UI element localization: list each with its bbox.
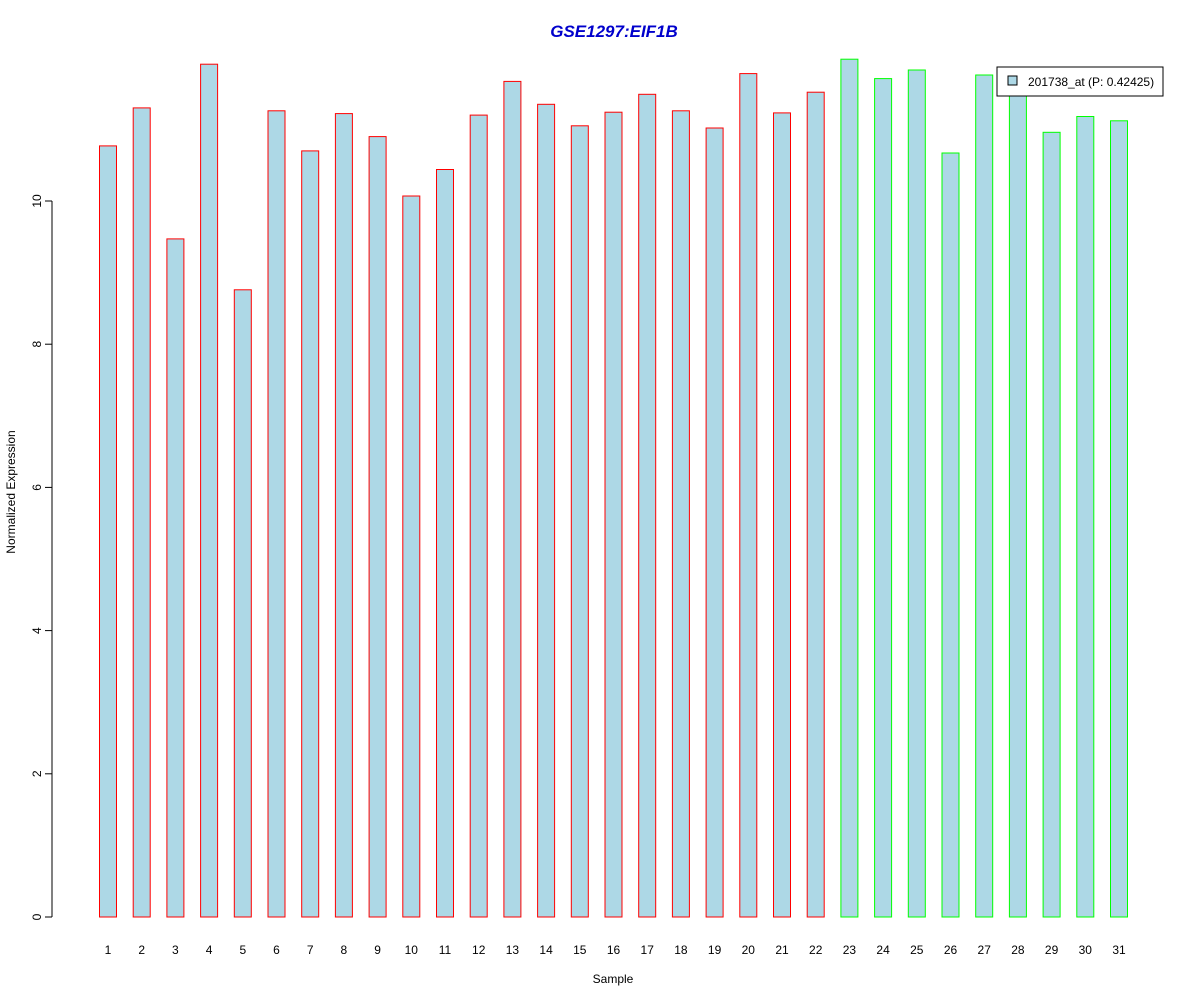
- bar-sample-25: [907, 69, 926, 918]
- bar-sample-19: [705, 127, 724, 918]
- x-tick-label: 22: [809, 943, 823, 957]
- legend-label: 201738_at (P: 0.42425): [1028, 75, 1154, 89]
- bar-sample-7: [301, 150, 320, 918]
- x-tick-label: 12: [472, 943, 486, 957]
- y-tick-label: 2: [30, 770, 44, 777]
- x-tick-label: 17: [641, 943, 655, 957]
- bar-sample-30: [1076, 116, 1095, 918]
- bar-sample-24: [874, 78, 893, 918]
- x-tick-label: 2: [138, 943, 145, 957]
- y-tick-label: 6: [30, 484, 44, 491]
- x-tick-label: 31: [1112, 943, 1126, 957]
- x-tick-label: 24: [876, 943, 890, 957]
- bar-sample-3: [166, 238, 185, 918]
- bar-sample-9: [368, 136, 387, 918]
- legend: 201738_at (P: 0.42425): [996, 66, 1164, 97]
- x-tick-label: 18: [674, 943, 688, 957]
- legend-swatch: [1007, 75, 1018, 86]
- x-tick-label: 8: [341, 943, 348, 957]
- x-tick-label: 7: [307, 943, 314, 957]
- legend-box: [996, 66, 1164, 97]
- bar-sample-13: [503, 80, 522, 918]
- x-tick-labels: 1 2 3 4 5 6 7 8 9 10 11 12 13 14 15 16 17 18 19 20 21 22 23 24 2…: [105, 943, 1126, 957]
- x-tick-label: 14: [539, 943, 553, 957]
- x-tick-label: 15: [573, 943, 587, 957]
- bar-sample-18: [671, 110, 690, 918]
- bar-sample-31: [1110, 120, 1128, 918]
- bar-sample-28: [1008, 87, 1027, 918]
- x-tick-label: 13: [506, 943, 520, 957]
- x-axis-label: Sample: [593, 972, 634, 986]
- x-tick-label: 11: [439, 943, 452, 957]
- y-axis: 0 2 4 6 8 10: [30, 194, 53, 920]
- y-tick-label: 0: [30, 913, 44, 920]
- bar-sample-4: [200, 63, 219, 918]
- chart-title: GSE1297:EIF1B: [550, 22, 678, 41]
- bar-sample-1: [99, 145, 117, 918]
- bar-sample-22: [806, 91, 825, 918]
- x-tick-label: 10: [405, 943, 419, 957]
- x-tick-label: 16: [607, 943, 621, 957]
- bar-sample-17: [638, 93, 657, 918]
- x-tick-label: 23: [843, 943, 857, 957]
- x-tick-label: 20: [742, 943, 756, 957]
- bar-sample-5: [233, 289, 252, 918]
- y-tick-label: 10: [30, 194, 44, 208]
- bar-sample-21: [773, 112, 791, 918]
- x-tick-label: 6: [273, 943, 280, 957]
- x-tick-label: 1: [105, 943, 112, 957]
- x-tick-label: 27: [978, 943, 992, 957]
- bar-sample-27: [975, 74, 994, 918]
- bar-sample-2: [132, 107, 151, 918]
- bars: [99, 58, 1128, 918]
- y-tick-label: 8: [30, 341, 44, 348]
- bar-sample-8: [334, 113, 353, 918]
- bar-sample-16: [604, 111, 623, 918]
- x-tick-label: 29: [1045, 943, 1059, 957]
- bar-sample-10: [402, 195, 421, 918]
- y-axis-label: Normalized Expression: [4, 430, 18, 553]
- x-tick-label: 9: [374, 943, 381, 957]
- x-tick-label: 30: [1079, 943, 1093, 957]
- x-tick-label: 21: [775, 943, 789, 957]
- x-tick-label: 5: [239, 943, 246, 957]
- x-tick-label: 26: [944, 943, 958, 957]
- x-tick-label: 28: [1011, 943, 1025, 957]
- bar-sample-15: [570, 125, 589, 918]
- bar-sample-23: [840, 58, 859, 918]
- bar-sample-11: [436, 169, 454, 918]
- y-tick-label: 4: [30, 627, 44, 634]
- bar-sample-6: [267, 110, 286, 918]
- bar-sample-29: [1042, 131, 1061, 918]
- x-tick-label: 19: [708, 943, 722, 957]
- bar-sample-20: [739, 73, 758, 918]
- x-tick-label: 3: [172, 943, 179, 957]
- bar-sample-14: [537, 103, 556, 918]
- bar-sample-12: [469, 114, 488, 918]
- x-tick-label: 4: [206, 943, 213, 957]
- bar-sample-26: [941, 152, 960, 918]
- x-tick-label: 25: [910, 943, 924, 957]
